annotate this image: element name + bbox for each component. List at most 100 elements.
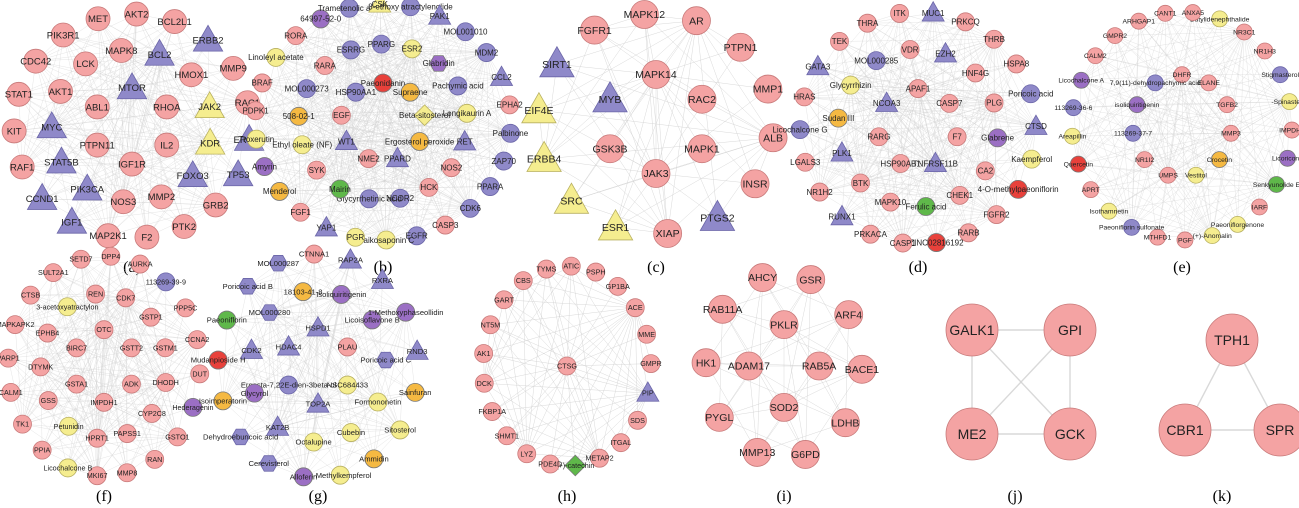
network-edge <box>275 3 380 58</box>
network-edge <box>269 312 319 405</box>
node-shape <box>592 80 628 113</box>
network-edge <box>1095 55 1213 236</box>
node-label: LYZ <box>520 449 533 458</box>
node-label: CASP3 <box>432 221 459 230</box>
network-edge <box>256 138 420 142</box>
network-edge <box>993 39 1037 127</box>
node-shape <box>641 354 661 374</box>
network-edge <box>18 50 122 95</box>
node-label: IGF1R <box>118 159 146 170</box>
network-edge <box>22 166 109 236</box>
network-edge <box>1212 101 1290 236</box>
network-edge <box>722 309 863 370</box>
network-node: PDE4D <box>538 454 562 474</box>
network-edge <box>103 307 186 403</box>
network-node: SYK <box>307 160 326 180</box>
network-node: Isoimperatorin <box>199 391 247 411</box>
network-edge <box>410 6 487 53</box>
network-node: ACE <box>625 298 645 318</box>
node-label: SDS <box>630 416 645 425</box>
panel-d-label: (d) <box>909 259 928 276</box>
network-edge <box>804 96 820 193</box>
network-edge <box>254 294 342 394</box>
node-shape <box>339 0 359 18</box>
network-edge <box>1073 107 1213 236</box>
node-label: Pachymic acid <box>432 82 484 91</box>
network-edge <box>996 126 1037 215</box>
network-edge <box>804 39 995 98</box>
network-edge <box>543 14 645 160</box>
network-node: Glycyrrhetinic acid <box>336 189 402 209</box>
network-edge <box>484 383 600 459</box>
node-label: Sainfuran <box>399 388 432 397</box>
network-edge <box>445 133 511 226</box>
node-label: Ergosta-7,22E-dien-3beta-ol <box>241 381 337 390</box>
network-node: PIP <box>636 381 660 402</box>
network-edge <box>959 21 966 196</box>
node-label: FOXO3 <box>177 171 209 182</box>
network-edge <box>21 61 37 168</box>
network-edge <box>302 291 319 405</box>
node-shape <box>1100 202 1118 220</box>
network-edge <box>757 422 846 453</box>
node-label: ESR2 <box>402 45 423 54</box>
network-edge <box>96 382 166 439</box>
node-label: Glycyrrhizin <box>830 81 872 90</box>
node-label: FGFR2 <box>983 210 1010 219</box>
node-label: DPP4 <box>101 252 120 261</box>
node-shape <box>84 132 110 158</box>
node-shape <box>56 206 88 234</box>
network-node: RAB11A <box>703 294 742 324</box>
node-label: ME2 <box>958 426 987 442</box>
node-label: 508-02-1 <box>283 112 316 121</box>
network-edge <box>805 39 995 163</box>
node-label: BACE1 <box>845 364 880 376</box>
network-node: MOL000280 <box>249 304 290 321</box>
network-node: Glabridin <box>423 55 455 72</box>
network-edge <box>22 295 31 425</box>
network-edge <box>566 286 618 367</box>
network-edge <box>1136 12 1194 105</box>
network-node: PPARA <box>477 177 504 196</box>
network-edge <box>222 263 279 401</box>
network-node: F2 <box>134 224 160 250</box>
node-label: Cerevisterol <box>248 459 289 468</box>
network-edge <box>183 102 248 227</box>
network-node: SIRT1 <box>539 45 575 78</box>
network-edge <box>218 327 319 361</box>
node-label: 18103-41-8 <box>284 287 323 296</box>
node-label: HK1 <box>696 357 717 369</box>
network-edge <box>484 265 572 384</box>
network-node: GSTP1 <box>139 307 163 327</box>
node-shape <box>769 310 799 340</box>
network-edge <box>523 280 528 454</box>
network-node: MTOR <box>116 72 148 100</box>
node-label: MOL000273 <box>285 84 330 93</box>
node-shape <box>1283 121 1299 139</box>
network-edge <box>902 214 997 244</box>
node-shape <box>435 215 455 235</box>
node-shape <box>110 189 136 215</box>
node-shape <box>636 381 660 402</box>
network-node: HPRT1 <box>85 428 109 448</box>
network-node: MAPK8 <box>105 38 137 63</box>
node-shape <box>500 95 520 115</box>
network-node: Poricoic acid <box>1008 84 1053 104</box>
network-node: GRB2 <box>203 192 229 218</box>
network-node: LYZ <box>517 444 537 464</box>
network-edge <box>860 49 911 184</box>
network-node: Supraene <box>393 82 428 102</box>
node-label: SULT2A1 <box>38 268 69 277</box>
network-edge <box>300 212 387 241</box>
network-edge <box>959 189 1019 196</box>
network-edge <box>484 280 524 384</box>
network-node: MAPK14 <box>635 60 677 89</box>
network-node: TK1 <box>13 414 32 434</box>
network-node: ATIC <box>561 256 581 276</box>
network-edge <box>1131 31 1245 228</box>
network-edge <box>1181 74 1260 208</box>
node-label: 8-ethoxy atractylenolide <box>368 3 453 12</box>
node-shape <box>330 179 350 199</box>
network-edge <box>277 294 342 428</box>
